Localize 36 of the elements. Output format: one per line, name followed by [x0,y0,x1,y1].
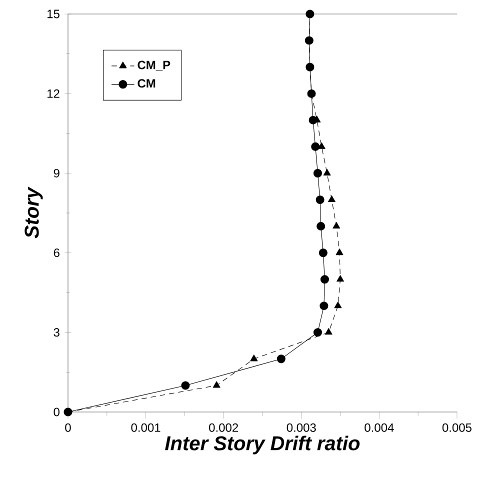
x-tick-label: 0.003 [286,423,316,432]
point [318,248,328,258]
point [323,168,331,176]
x-tick-label: 0 [65,423,71,432]
point [336,275,344,282]
x-tick-label: 0.001 [131,423,160,432]
point [334,302,342,308]
point [328,195,336,202]
y-axis-title: Story [24,186,43,238]
x-tick-label: 0.002 [209,423,238,432]
y-tick-label: 6 [54,248,60,258]
legend-label: CM_P [138,60,170,71]
point [324,328,332,335]
point [320,275,329,284]
point [308,116,318,124]
point [313,168,322,178]
point [320,302,328,310]
point [250,354,258,362]
y-tick-label: 9 [54,168,60,178]
point [316,195,324,204]
point [212,381,220,388]
point [181,381,190,390]
y-tick-label: 0 [54,408,60,416]
x-tick-label: 0.005 [442,423,472,432]
point [313,328,322,337]
point [316,222,326,231]
point [336,248,344,256]
point [332,222,340,229]
point [276,354,286,364]
x-tick-label: 0.004 [364,423,394,432]
y-tick-label: 12 [48,89,60,98]
point [311,142,320,151]
x-axis-title: Inter Story Drift ratio [165,436,360,454]
y-tick-label: 15 [48,10,60,18]
legend-label: CM [138,79,156,88]
y-tick-label: 3 [54,328,60,337]
